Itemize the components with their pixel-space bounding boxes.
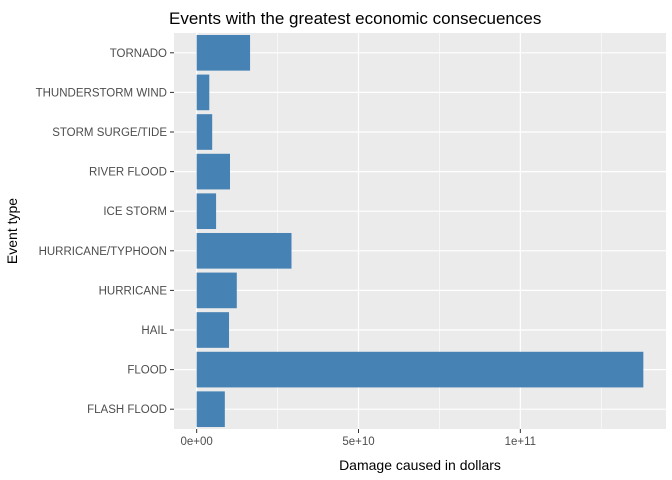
x-tick-label: 5e+10 bbox=[342, 436, 374, 448]
y-tick-label: FLASH FLOOD bbox=[87, 404, 167, 416]
bar bbox=[196, 272, 237, 309]
bar bbox=[196, 351, 644, 388]
y-tick-label: HURRICANE bbox=[99, 285, 168, 297]
bar bbox=[196, 34, 251, 71]
y-axis-title: Event type bbox=[4, 198, 20, 264]
bar bbox=[196, 114, 213, 150]
y-tick-label: HAIL bbox=[141, 325, 167, 337]
bar bbox=[196, 74, 210, 111]
chart-title: Events with the greatest economic consec… bbox=[169, 9, 541, 28]
y-tick-label: ICE STORM bbox=[103, 206, 167, 218]
bar bbox=[196, 232, 292, 269]
y-axis: FLASH FLOOD FLOOD HAIL HURRICANE HURRICANE/T… bbox=[36, 48, 174, 416]
y-tick-label: TORNADO bbox=[110, 48, 167, 60]
bars bbox=[196, 34, 644, 428]
y-tick-label: FLOOD bbox=[127, 365, 167, 377]
x-tick-label: 0e+00 bbox=[181, 436, 213, 448]
y-tick-label: RIVER FLOOD bbox=[89, 167, 167, 179]
y-tick-label: HURRICANE/TYPHOON bbox=[39, 246, 167, 258]
x-axis: 0e+00 5e+10 1e+11 bbox=[181, 429, 536, 448]
x-tick-label: 1e+11 bbox=[505, 436, 536, 448]
x-axis-title: Damage caused in dollars bbox=[339, 457, 501, 473]
bar bbox=[196, 391, 225, 428]
bar bbox=[196, 312, 230, 348]
bar bbox=[196, 153, 230, 190]
y-tick-label: THUNDERSTORM WIND bbox=[36, 87, 167, 99]
y-tick-label: STORM SURGE/TIDE bbox=[52, 127, 167, 139]
bar bbox=[196, 193, 217, 230]
